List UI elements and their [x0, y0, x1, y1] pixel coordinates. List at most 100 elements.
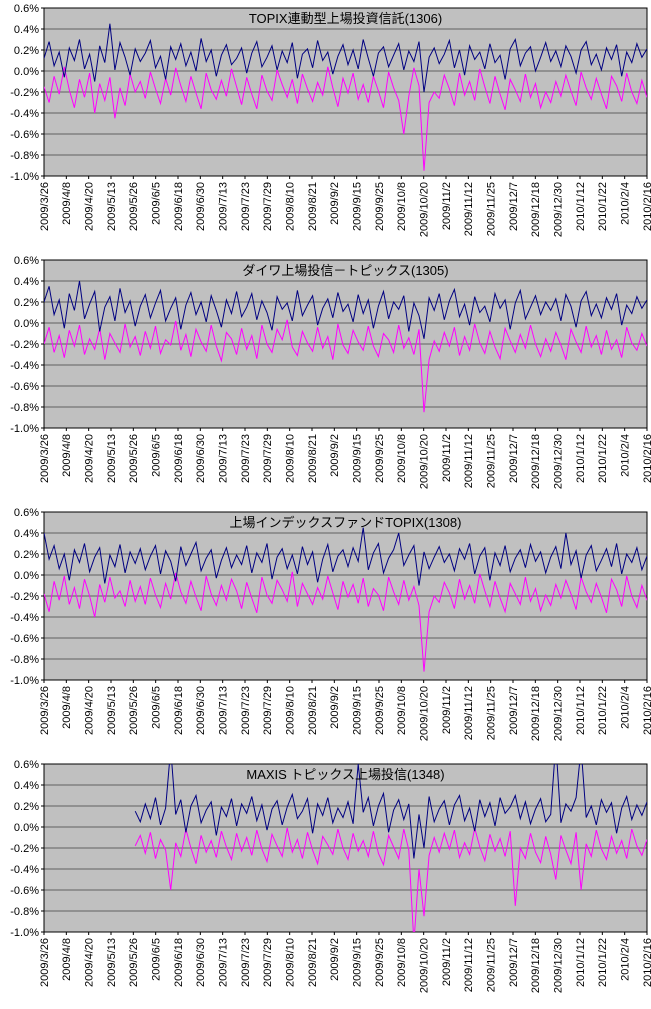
series-magenta [44, 571, 647, 672]
y-tick-label: -0.8% [10, 906, 39, 918]
chart-topix-1306: 0.6% 0.4% 0.2% 0.0% -0.2% -0.4% -0.6% -0.8% -1.0… [0, 0, 651, 252]
x-axis-labels: 2009/3/26 2009/4/8 2009/4/20 2009/5/13 2009/… [39, 680, 651, 741]
x-tick-label: 2009/9/2 [329, 686, 341, 729]
chart-canvas: 0.6% 0.4% 0.2% 0.0% -0.2% -0.4% -0.6% -0.8% -1.0… [10, 759, 651, 993]
x-tick-label: 2009/9/15 [352, 182, 364, 231]
x-tick-label: 2009/9/15 [352, 686, 364, 735]
y-tick-label: 0.2% [14, 801, 39, 813]
x-tick-label: 2009/11/12 [463, 434, 475, 488]
x-tick-label: 2009/6/5 [151, 182, 163, 225]
x-tick-label: 2010/2/16 [642, 434, 651, 483]
y-tick-label: 0.4% [14, 780, 39, 792]
x-tick-label: 2009/8/21 [307, 686, 319, 735]
x-tick-label: 2009/7/23 [240, 938, 252, 987]
x-tick-label: 2010/1/12 [575, 182, 587, 231]
x-tick-label: 2009/10/8 [396, 686, 408, 735]
y-tick-label: -0.2% [10, 591, 39, 603]
y-tick-label: -0.2% [10, 339, 39, 351]
series-lines [44, 280, 647, 413]
x-tick-label: 2009/9/25 [374, 938, 386, 987]
x-tick-label: 2010/2/4 [620, 686, 632, 729]
y-axis-labels: 0.6% 0.4% 0.2% 0.0% -0.2% -0.4% -0.6% -0.8% -1.0… [10, 759, 44, 939]
x-tick-label: 2009/8/10 [285, 686, 297, 735]
x-tick-label: 2010/1/12 [575, 938, 587, 987]
chart-maxis-1348: 0.6% 0.4% 0.2% 0.0% -0.2% -0.4% -0.6% -0.8% -1.0… [0, 756, 651, 1009]
chart-title: 上場インデックスファンドTOPIX(1308) [230, 515, 462, 530]
x-tick-label: 2009/11/25 [486, 686, 498, 740]
series-navy [44, 23, 647, 93]
x-tick-label: 2009/10/8 [396, 182, 408, 231]
chart-title: ダイワ上場投信－トピックス(1305) [242, 263, 448, 278]
x-tick-label: 2009/6/18 [173, 434, 185, 483]
x-tick-label: 2009/12/7 [508, 434, 520, 483]
x-tick-label: 2009/3/26 [39, 938, 51, 987]
chart-canvas: 0.6% 0.4% 0.2% 0.0% -0.2% -0.4% -0.6% -0.8% -1.0… [10, 255, 651, 489]
y-tick-label: 0.0% [14, 66, 39, 78]
chart-canvas: 0.6% 0.4% 0.2% 0.0% -0.2% -0.4% -0.6% -0.8% -1.0… [10, 3, 651, 237]
y-tick-label: -0.8% [10, 402, 39, 414]
x-tick-label: 2009/10/20 [419, 434, 431, 489]
x-tick-label: 2009/6/30 [195, 686, 207, 735]
series-navy [134, 764, 647, 859]
x-tick-label: 2009/11/2 [441, 938, 453, 986]
x-axis-labels: 2009/3/26 2009/4/8 2009/4/20 2009/5/13 2009/… [39, 428, 651, 489]
x-tick-label: 2009/12/18 [530, 182, 542, 237]
x-tick-label: 2009/7/29 [262, 686, 274, 735]
y-tick-label: -0.2% [10, 843, 39, 855]
x-tick-label: 2009/8/10 [285, 434, 297, 483]
x-tick-label: 2009/8/21 [307, 434, 319, 483]
x-tick-label: 2009/9/25 [374, 686, 386, 735]
y-tick-label: 0.2% [14, 297, 39, 309]
y-tick-label: -0.4% [10, 612, 39, 624]
x-tick-label: 2009/10/20 [419, 938, 431, 993]
x-tick-label: 2009/12/30 [553, 686, 565, 741]
x-tick-label: 2009/9/25 [374, 434, 386, 483]
x-tick-label: 2010/1/12 [575, 434, 587, 483]
x-tick-label: 2009/4/20 [84, 686, 96, 735]
y-tick-label: 0.0% [14, 318, 39, 330]
y-axis-labels: 0.6% 0.4% 0.2% 0.0% -0.2% -0.4% -0.6% -0.8% -1.0… [10, 3, 44, 183]
x-tick-label: 2009/10/20 [419, 686, 431, 741]
x-tick-label: 2009/9/15 [352, 938, 364, 987]
y-tick-label: -1.0% [10, 423, 39, 435]
chart-title: TOPIX連動型上場投資信託(1306) [249, 11, 442, 26]
y-tick-label: -0.4% [10, 108, 39, 120]
x-tick-label: 2009/11/2 [441, 686, 453, 734]
x-tick-label: 2009/4/20 [84, 182, 96, 231]
y-tick-label: 0.0% [14, 822, 39, 834]
y-axis-labels: 0.6% 0.4% 0.2% 0.0% -0.2% -0.4% -0.6% -0.8% -1.0… [10, 507, 44, 687]
x-tick-label: 2009/12/18 [530, 686, 542, 741]
chart-daiwa-1305: 0.6% 0.4% 0.2% 0.0% -0.2% -0.4% -0.6% -0.8% -1.0… [0, 252, 651, 504]
x-tick-label: 2009/12/7 [508, 182, 520, 231]
x-tick-label: 2009/11/12 [463, 938, 475, 992]
x-tick-label: 2010/2/16 [642, 938, 651, 987]
x-tick-label: 2009/6/30 [195, 434, 207, 483]
x-tick-label: 2010/2/4 [620, 434, 632, 477]
x-tick-label: 2009/5/26 [128, 182, 140, 231]
y-tick-label: -0.4% [10, 360, 39, 372]
x-tick-label: 2009/4/8 [61, 686, 73, 729]
y-tick-label: -0.8% [10, 654, 39, 666]
x-tick-label: 2009/12/30 [553, 434, 565, 489]
x-tick-label: 2009/5/13 [106, 938, 118, 987]
series-magenta [44, 319, 647, 413]
x-tick-label: 2009/10/8 [396, 434, 408, 483]
x-tick-label: 2009/6/18 [173, 938, 185, 987]
x-tick-label: 2009/11/25 [486, 938, 498, 992]
x-tick-label: 2009/4/8 [61, 182, 73, 225]
x-axis-labels: 2009/3/26 2009/4/8 2009/4/20 2009/5/13 2009/… [39, 176, 651, 237]
x-tick-label: 2009/11/2 [441, 434, 453, 482]
x-tick-label: 2009/7/13 [218, 434, 230, 483]
y-tick-label: -0.6% [10, 633, 39, 645]
y-tick-label: -0.6% [10, 885, 39, 897]
x-tick-label: 2009/11/2 [441, 182, 453, 230]
x-tick-label: 2009/9/2 [329, 182, 341, 225]
x-tick-label: 2009/3/26 [39, 686, 51, 735]
x-tick-label: 2009/6/5 [151, 938, 163, 981]
series-lines [134, 764, 647, 932]
y-tick-label: 0.6% [14, 507, 39, 519]
x-tick-label: 2009/5/26 [128, 686, 140, 735]
x-tick-label: 2009/8/10 [285, 938, 297, 987]
series-lines [44, 527, 647, 672]
x-tick-label: 2009/9/15 [352, 434, 364, 483]
